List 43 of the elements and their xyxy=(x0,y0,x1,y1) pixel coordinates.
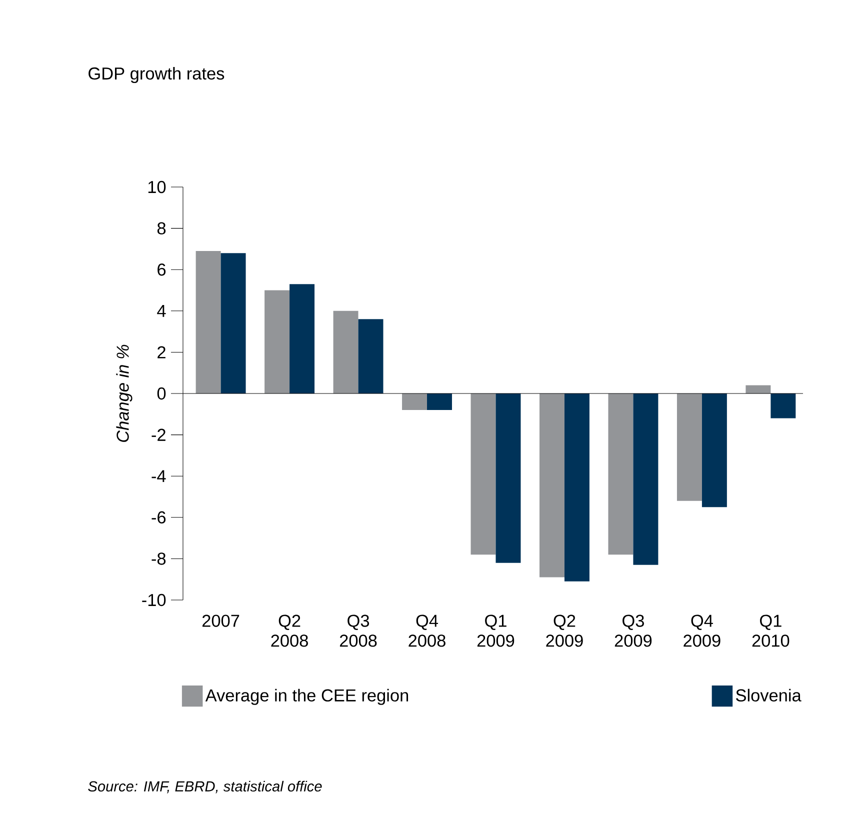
bar xyxy=(702,394,727,508)
x-tick-label: Q3 2009 xyxy=(614,614,652,647)
x-tick-label: 2007 xyxy=(202,614,240,627)
bar xyxy=(470,394,496,555)
bar xyxy=(633,394,658,565)
y-tick-label: -10 xyxy=(142,594,166,606)
y-tick-label: 0 xyxy=(157,387,166,400)
y-tick-label: -8 xyxy=(152,552,166,565)
bar xyxy=(402,394,428,410)
y-tick-label: -4 xyxy=(152,470,166,482)
source-note: Source: IMF, EBRD, statistical office xyxy=(88,780,322,794)
x-tick-label: Q4 2009 xyxy=(684,614,720,647)
bar xyxy=(290,284,315,394)
y-tick-label: 4 xyxy=(157,304,166,317)
bar xyxy=(196,251,221,394)
y-tick-label: -2 xyxy=(152,428,166,441)
y-axis-title: Change in % xyxy=(116,344,132,442)
bar xyxy=(220,253,246,394)
legend-label: Average in the CEE region xyxy=(205,688,408,705)
bar xyxy=(264,290,290,394)
bar xyxy=(746,385,771,394)
y-tick-label: 2 xyxy=(158,346,166,358)
bar xyxy=(333,310,358,394)
y-tick-label: 8 xyxy=(157,222,166,234)
y-tick-label: 10 xyxy=(148,180,166,194)
x-tick-label: Q3 2008 xyxy=(340,614,377,647)
y-tick-label: 6 xyxy=(158,264,166,276)
x-tick-label: Q1 2010 xyxy=(752,614,790,647)
x-tick-label: Q2 2009 xyxy=(546,614,583,647)
x-tick-label: Q2 2008 xyxy=(271,614,308,647)
bar xyxy=(564,394,590,582)
bar xyxy=(676,394,702,501)
x-tick-label: Q4 2008 xyxy=(408,614,446,647)
bar xyxy=(358,319,384,394)
bar xyxy=(770,394,796,418)
y-tick-label: -6 xyxy=(152,511,166,524)
bar xyxy=(540,394,564,578)
bar xyxy=(496,394,521,563)
chart-title: GDP growth rates xyxy=(88,66,224,84)
x-tick-label: Q1 2009 xyxy=(477,614,514,647)
legend-label: Slovenia xyxy=(736,688,802,702)
bar xyxy=(427,394,452,410)
bar xyxy=(608,394,634,555)
